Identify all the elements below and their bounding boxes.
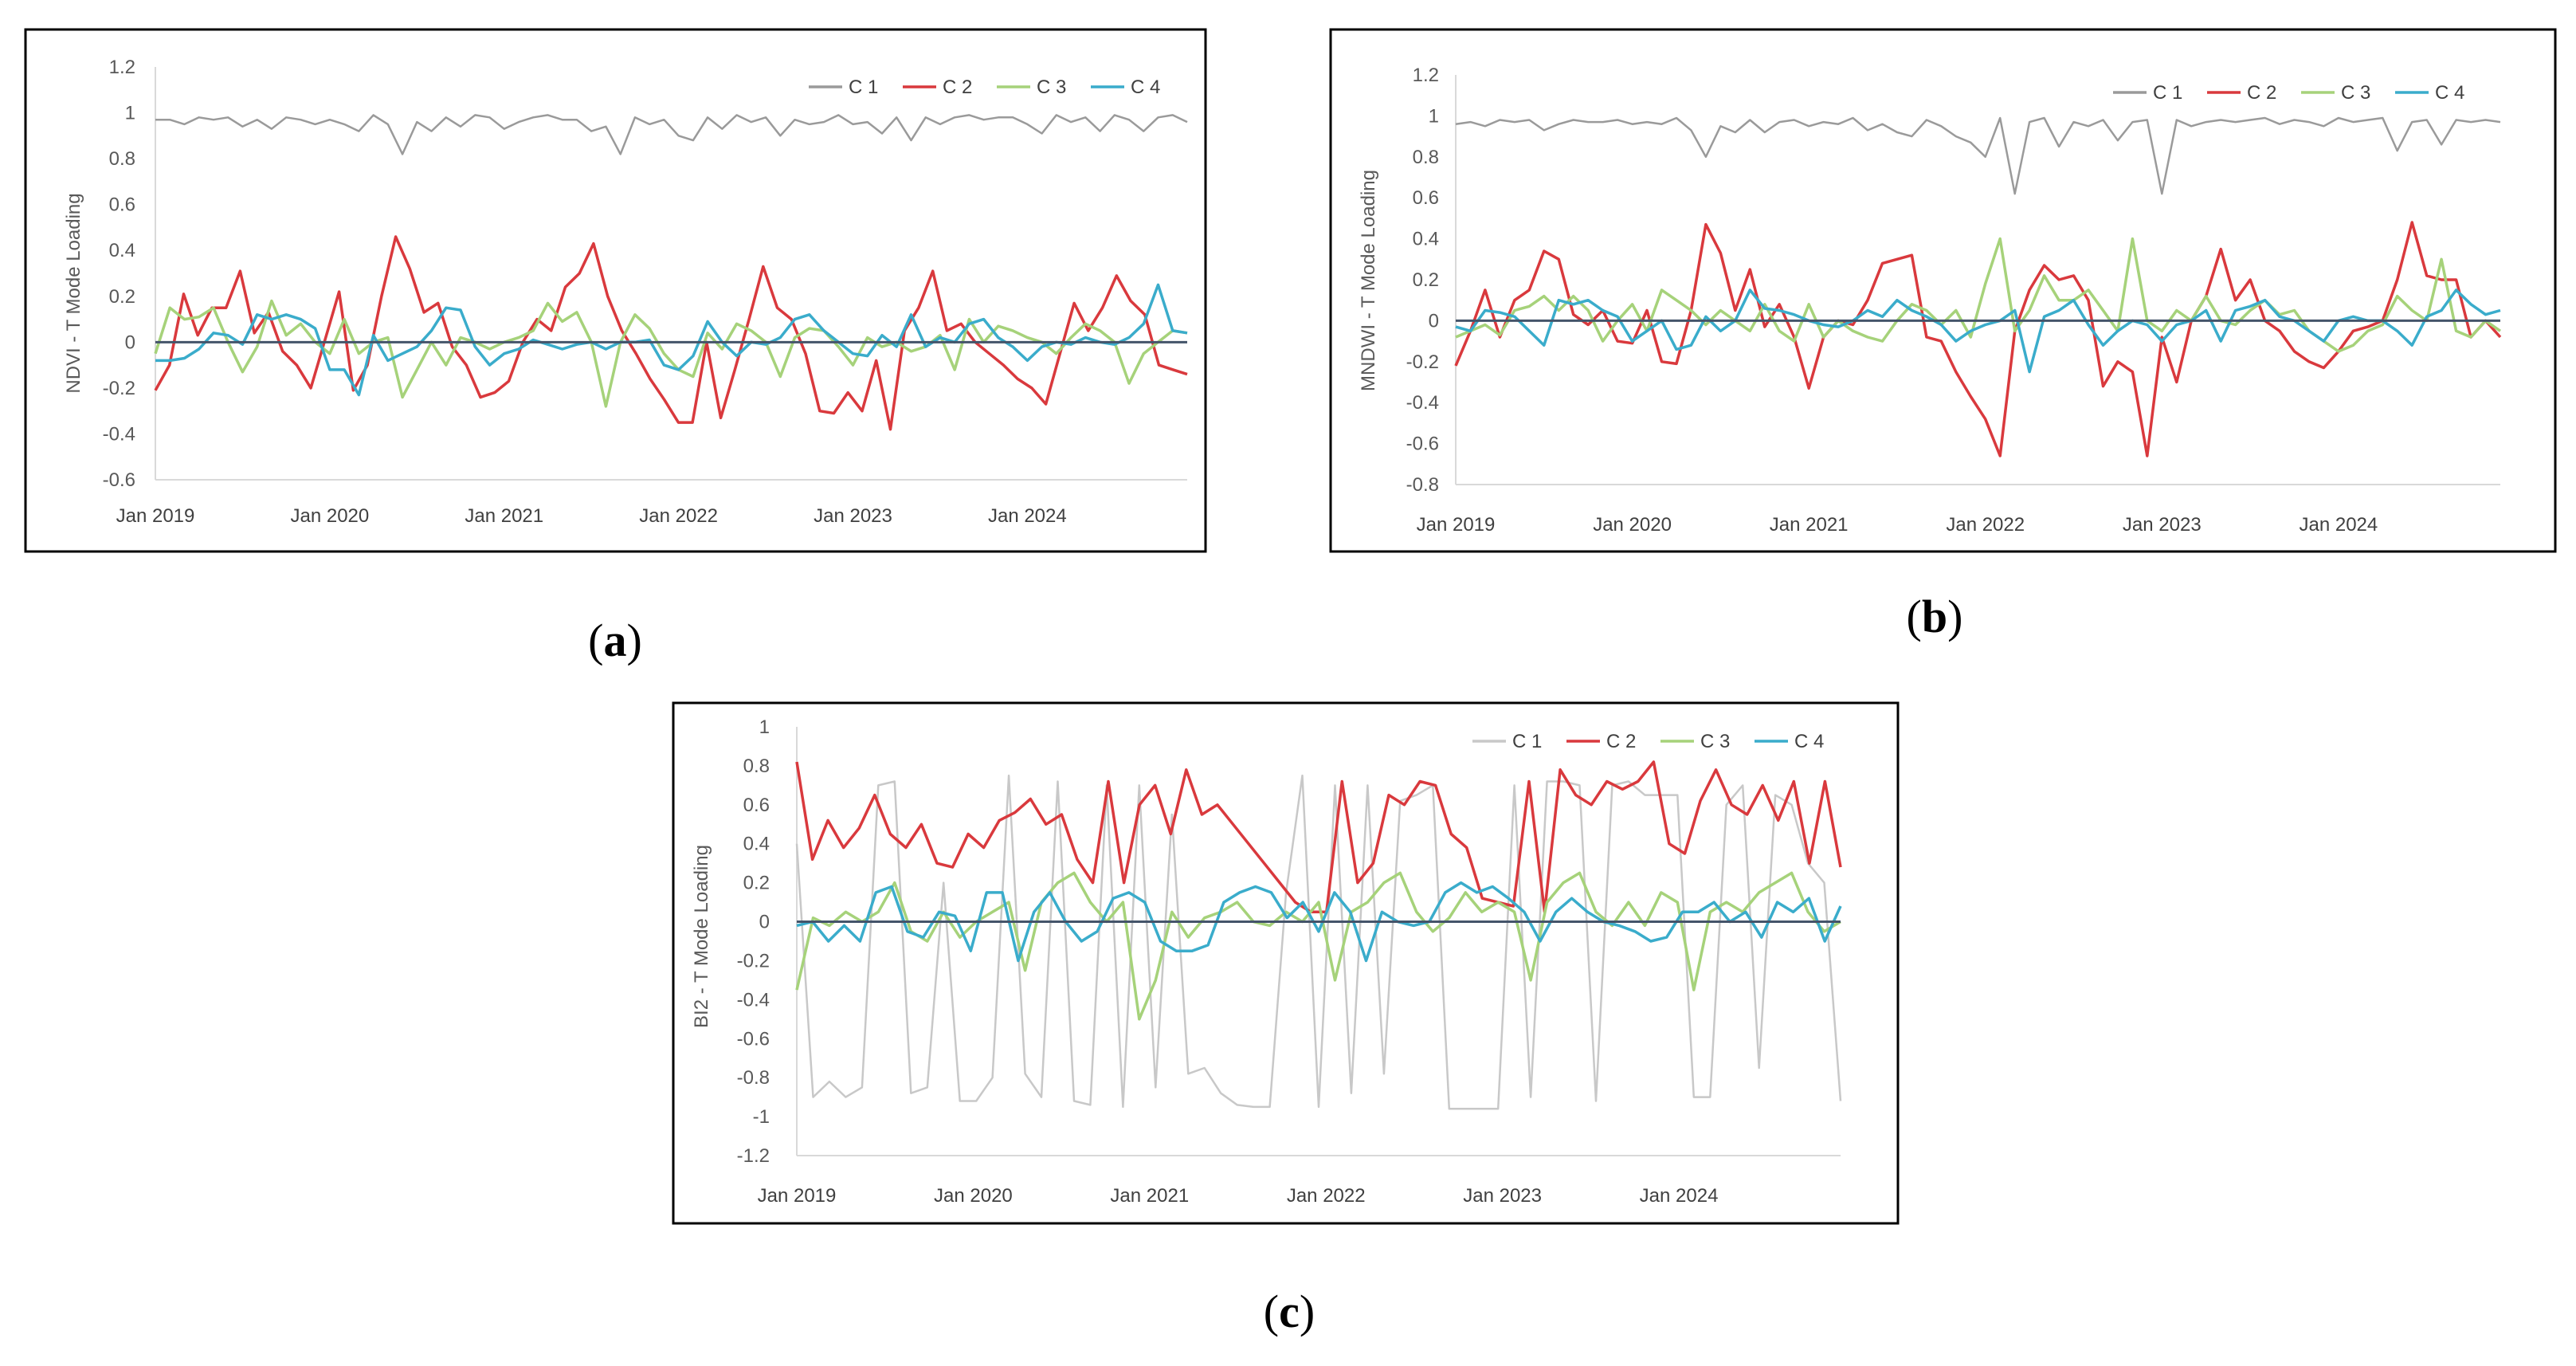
x-tick-label: Jan 2019 [1417,514,1496,536]
x-tick-label: Jan 2021 [465,505,543,527]
x-tick-label: Jan 2024 [988,505,1067,527]
x-tick-label: Jan 2020 [934,1185,1013,1207]
x-tick-label: Jan 2021 [1770,514,1849,536]
x-tick-label: Jan 2024 [1640,1185,1719,1207]
y-tick-label: 0.6 [109,194,135,216]
series-line-c2 [795,760,1842,914]
x-tick-label: Jan 2019 [758,1185,837,1207]
series-line-c4 [155,283,1188,397]
legend-label: C 2 [1606,731,1636,752]
legend-label: C 3 [1700,731,1730,752]
y-tick-label: 0.6 [743,795,770,816]
legend-label: C 4 [2435,82,2464,104]
x-tick-label: Jan 2020 [1593,514,1672,536]
x-tick-label: Jan 2019 [116,505,195,527]
x-tick-label: Jan 2022 [639,505,718,527]
chart-panel-a: NDVI - T Mode Loading -0.6 -0.4 -0.2 0 0.2 0.… [24,28,1207,666]
series-line-c3 [795,871,1841,1021]
legend-label: C 3 [2341,82,2370,104]
chart-frame-b [1329,28,2557,553]
y-tick-label: 0.4 [1413,229,1439,250]
series-line-c1 [795,774,1842,1110]
chart-panel-b: MNDWI - T Mode Loading -0.8 -0.6 -0.4 -0.2 0… [1329,28,2557,642]
legend-label: C 4 [1794,731,1824,752]
chart-frame-a [24,28,1207,553]
y-tick-label: 1.2 [109,57,135,78]
y-tick-label: 0 [125,332,135,353]
y-tick-label: -0.2 [103,378,135,399]
series-line-c4 [796,881,1842,963]
legend-label: C 1 [1512,731,1542,752]
x-tick-label: Jan 2022 [1287,1185,1366,1207]
plot-area-b: -0.8 -0.6 -0.4 -0.2 0 0.2 0.4 0.6 0.8 1 1.2 Jan 201… [1406,65,2502,536]
x-tick-label: Jan 2023 [814,505,892,527]
legend-label: C 1 [849,77,878,98]
y-tick-label: -0.2 [1406,351,1439,373]
series-line-c4 [1455,289,2501,374]
x-tick-label: Jan 2022 [1946,514,2025,536]
x-tick-label: Jan 2023 [2123,514,2202,536]
y-tick-label: 0.8 [109,148,135,170]
y-axis-title-c: BI2 - T Mode Loading [691,845,712,1028]
panel-label-b: (b) [1907,591,1963,642]
x-tick-label: Jan 2024 [2300,514,2378,536]
y-tick-label: -0.8 [737,1067,770,1089]
series-line-c1 [1455,116,2501,195]
chart-frame-c [672,701,1900,1225]
y-tick-label: 0.8 [743,756,770,777]
y-tick-label: 0 [759,912,770,933]
series-line-c2 [154,235,1188,431]
y-tick-label: -0.8 [1406,474,1439,496]
y-tick-label: 0.6 [1413,187,1439,209]
y-axis-title-a: NDVI - T Mode Loading [63,193,84,393]
y-tick-label: 1.2 [1413,65,1439,86]
y-tick-label: -0.4 [1406,392,1439,414]
x-tick-label: Jan 2023 [1463,1185,1542,1207]
y-tick-label: 0.8 [1413,147,1439,168]
legend-label: C 3 [1037,77,1066,98]
y-tick-label: -0.4 [103,423,135,445]
y-tick-label: 1 [1429,105,1439,127]
y-tick-label: 0 [1429,310,1439,332]
y-tick-label: 1 [759,716,770,738]
plot-area-a: -0.6 -0.4 -0.2 0 0.2 0.4 0.6 0.8 1 1.2 Jan 2019 Jan… [103,57,1188,527]
y-tick-label: 0.2 [109,286,135,308]
plot-area-c: -1.2 -1 -0.8 -0.6 -0.4 -0.2 0 0.2 0.4 0.6 0.8 1 Jan … [737,716,1842,1207]
y-axis-title-b: MNDWI - T Mode Loading [1358,170,1379,391]
series-line-c3 [1455,237,2502,353]
y-tick-label: 0.2 [743,873,770,894]
y-tick-label: -0.4 [737,989,770,1011]
y-tick-label: 0.4 [743,834,770,855]
panel-label-a: (a) [588,614,642,666]
legend-label: C 4 [1131,77,1160,98]
x-tick-label: Jan 2020 [290,505,369,527]
x-tick-label: Jan 2021 [1110,1185,1189,1207]
legend-label: C 2 [943,77,972,98]
series-line-c2 [1454,221,2502,457]
y-tick-label: 0.4 [109,240,135,261]
y-tick-label: -0.6 [103,469,135,491]
series-line-c1 [155,114,1188,155]
y-tick-label: -1.2 [737,1145,770,1167]
y-tick-label: -0.6 [737,1028,770,1050]
y-tick-label: -0.6 [1406,434,1439,455]
series-line-c3 [154,299,1188,408]
legend-label: C 1 [2153,82,2182,104]
panel-label-c: (c) [1264,1286,1315,1337]
y-tick-label: -0.2 [737,950,770,972]
y-tick-label: 0.2 [1413,269,1439,291]
chart-panel-c: BI2 - T Mode Loading -1.2-1-0.8-0.6-0.4-… [672,701,1900,1337]
legend-label: C 2 [2247,82,2276,104]
y-tick-label: 1 [125,103,135,124]
y-tick-label: -1 [753,1106,770,1128]
